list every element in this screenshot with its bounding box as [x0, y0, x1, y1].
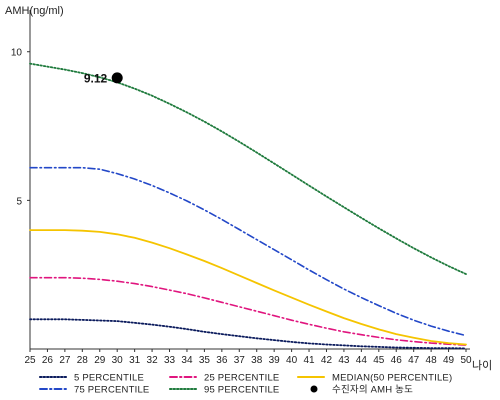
series-line-median-50-percentile [29, 229, 467, 346]
x-tick-label: 34 [181, 355, 193, 366]
legend-label: MEDIAN(50 PERCENTILE) [332, 373, 452, 384]
x-axis-title: 나이 [472, 359, 492, 372]
series-line-5-percentile [29, 318, 467, 350]
x-tick-label: 39 [269, 355, 281, 366]
x-tick-label: 33 [164, 355, 176, 366]
x-tick-label: 25 [24, 355, 36, 366]
series-line-25-percentile [29, 276, 467, 346]
legend-label: 75 PERCENTILE [74, 385, 149, 396]
series-line-75-percentile [29, 166, 467, 337]
x-tick-label: 42 [321, 355, 333, 366]
legend-point-marker [310, 385, 318, 393]
x-tick-label: 32 [147, 355, 159, 366]
series-line-95-percentile [29, 62, 467, 275]
x-tick-label: 35 [199, 355, 211, 366]
x-tick-label: 37 [234, 355, 246, 366]
x-tick-label: 48 [426, 355, 438, 366]
legend-label: 25 PERCENTILE [204, 373, 279, 384]
x-tick-label: 38 [251, 355, 263, 366]
x-tick-label: 26 [42, 355, 54, 366]
x-tick-label: 47 [408, 355, 420, 366]
x-tick-label: 46 [391, 355, 403, 366]
x-tick-label: 40 [286, 355, 298, 366]
x-tick-label: 31 [129, 355, 141, 366]
x-tick-label: 30 [112, 355, 124, 366]
x-tick-label: 49 [443, 355, 455, 366]
axes: AMH(ng/ml) 나이 25 26 27 28 29 30 31 32 33 34 35 36 37 38… [5, 5, 492, 372]
legend-label: 수진자의 AMH 농도 [332, 385, 413, 396]
x-tick-label: 29 [94, 355, 106, 366]
x-tick-label: 27 [59, 355, 71, 366]
x-tick-label: 43 [338, 355, 350, 366]
y-axis-title: AMH(ng/ml) [5, 5, 64, 17]
patient-amh-point [111, 72, 123, 84]
points-layer: 9.12 [84, 71, 123, 85]
patient-amh-value-label: 9.12 [84, 71, 108, 85]
x-tick-label: 44 [356, 355, 368, 366]
x-tick-label: 28 [77, 355, 89, 366]
series-layer [29, 62, 467, 350]
y-tick-label: 10 [11, 48, 23, 59]
x-tick-label: 41 [303, 355, 315, 366]
x-tick-label: 36 [216, 355, 228, 366]
y-tick-label: 5 [16, 196, 22, 207]
legend-label: 5 PERCENTILE [74, 373, 144, 384]
x-tick-label: 45 [373, 355, 385, 366]
legend: 5 PERCENTILE 25 PERCENTILE MEDIAN(50 PERCE… [38, 373, 452, 396]
x-tick-label: 50 [460, 355, 472, 366]
legend-label: 95 PERCENTILE [204, 385, 279, 396]
